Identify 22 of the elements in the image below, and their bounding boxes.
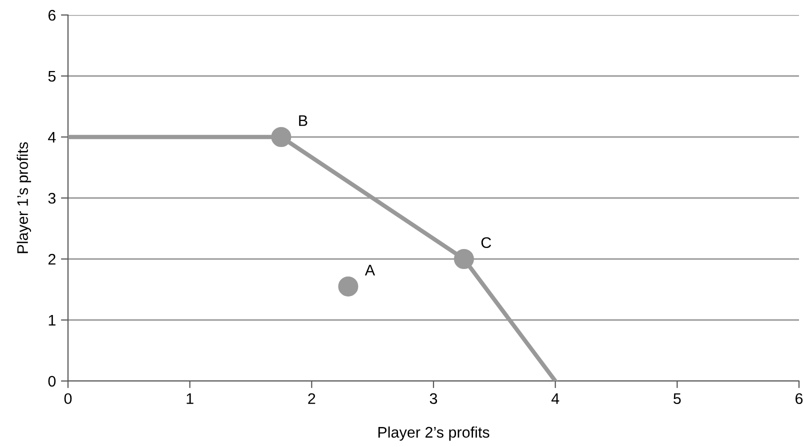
y-tick-label: 6 xyxy=(48,10,56,21)
x-tick-label: 5 xyxy=(674,393,681,404)
point xyxy=(338,276,358,296)
x-tick-label: 3 xyxy=(430,393,438,404)
y-tick-label: 4 xyxy=(48,132,56,143)
point xyxy=(271,126,292,148)
annotation: A xyxy=(364,264,376,276)
x-tick-label: 0 xyxy=(64,393,72,404)
y-tick-label: 5 xyxy=(48,71,56,82)
x-tick-label: 4 xyxy=(551,393,560,404)
annotation: B xyxy=(299,115,308,126)
y-tick-label: 1 xyxy=(48,315,56,326)
annotation: C xyxy=(481,237,492,248)
x-tick-label: 2 xyxy=(308,393,316,404)
x-tick-label: 1 xyxy=(186,393,194,404)
point xyxy=(454,248,474,270)
x-tick-label: 6 xyxy=(796,393,803,404)
y-tick-label: 2 xyxy=(48,254,56,265)
y-tick-label: 0 xyxy=(48,376,56,387)
x-axis-title: Player 2’s profits xyxy=(378,426,490,441)
y-axis-title: Player 1’s profits xyxy=(16,142,32,254)
y-tick-label: 3 xyxy=(48,192,56,204)
